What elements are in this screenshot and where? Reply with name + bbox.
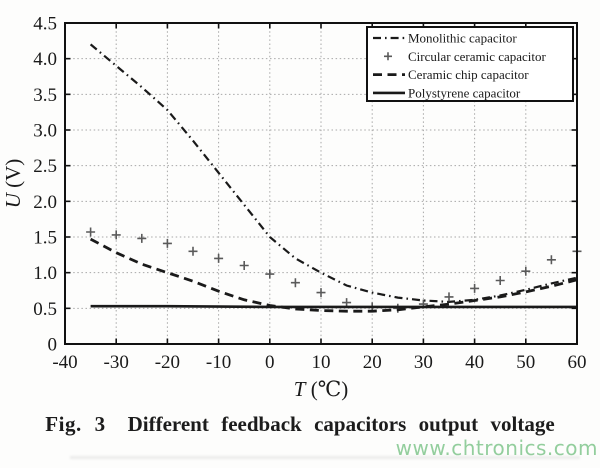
legend: Monolithic capacitor Circular ceramic cap… (366, 26, 574, 102)
caption-prefix: Fig. 3 (45, 412, 106, 436)
svg-text:0.5: 0.5 (33, 299, 57, 320)
axis-labels: T (℃) U (V) (1, 159, 348, 401)
series-ceramic-chip-capacitor (89, 237, 578, 313)
svg-text:-40: -40 (52, 352, 77, 373)
svg-text:-10: -10 (206, 352, 231, 373)
svg-text:1.5: 1.5 (33, 228, 57, 249)
y-axis-label: U (V) (1, 159, 25, 209)
watermark: www.chtronics.com (395, 436, 598, 460)
svg-text:3.0: 3.0 (33, 121, 57, 142)
chart-svg: -40 -30 -20 -10 0 10 20 30 40 50 60 0 0.5 1.0 1.5 2.0 2.… (1, 14, 587, 402)
caption-text: Different feedback capacitors output vol… (127, 412, 555, 436)
tick-marks (64, 22, 578, 345)
legend-item-4: Polystyrene capacitor (373, 85, 521, 100)
svg-text:50: 50 (516, 352, 535, 373)
svg-text:4.0: 4.0 (33, 49, 57, 70)
legend-item-2: Circular ceramic capacitor (384, 49, 547, 64)
svg-text:0: 0 (265, 352, 275, 373)
legend-item-1: Monolithic capacitor (373, 31, 517, 46)
svg-text:60: 60 (568, 352, 587, 373)
svg-text:30: 30 (414, 352, 433, 373)
y-tick-labels: 0 0.5 1.0 1.5 2.0 2.5 3.0 3.5 4.0 4.5 (33, 14, 57, 356)
svg-text:-20: -20 (155, 352, 180, 373)
x-tick-labels: -40 -30 -20 -10 0 10 20 30 40 50 60 (52, 352, 586, 373)
svg-text:2.5: 2.5 (33, 156, 57, 177)
svg-text:-30: -30 (104, 352, 129, 373)
svg-text:40: 40 (465, 352, 484, 373)
svg-text:10: 10 (312, 352, 331, 373)
svg-text:0: 0 (48, 335, 58, 356)
figure-caption: Fig. 3 Different feedback capacitors outp… (0, 412, 600, 437)
svg-text:Circular ceramic capacitor: Circular ceramic capacitor (408, 49, 547, 64)
scan-artifact (70, 456, 580, 459)
svg-text:1.0: 1.0 (33, 263, 57, 284)
chart: -40 -30 -20 -10 0 10 20 30 40 50 60 0 0.5 1.0 1.5 2.0 2.… (1, 14, 587, 402)
series-monolithic-capacitor (89, 43, 578, 304)
svg-text:Polystyrene capacitor: Polystyrene capacitor (408, 85, 521, 100)
svg-text:Ceramic chip capacitor: Ceramic chip capacitor (408, 67, 529, 82)
svg-text:4.5: 4.5 (33, 14, 57, 35)
legend-item-3: Ceramic chip capacitor (373, 67, 529, 82)
svg-text:Monolithic capacitor: Monolithic capacitor (408, 31, 517, 46)
svg-text:3.5: 3.5 (33, 85, 57, 106)
svg-text:20: 20 (363, 352, 382, 373)
x-axis-label: T (℃) (294, 377, 348, 401)
svg-text:2.0: 2.0 (33, 192, 57, 213)
series-polystyrene-capacitor (90, 304, 577, 309)
